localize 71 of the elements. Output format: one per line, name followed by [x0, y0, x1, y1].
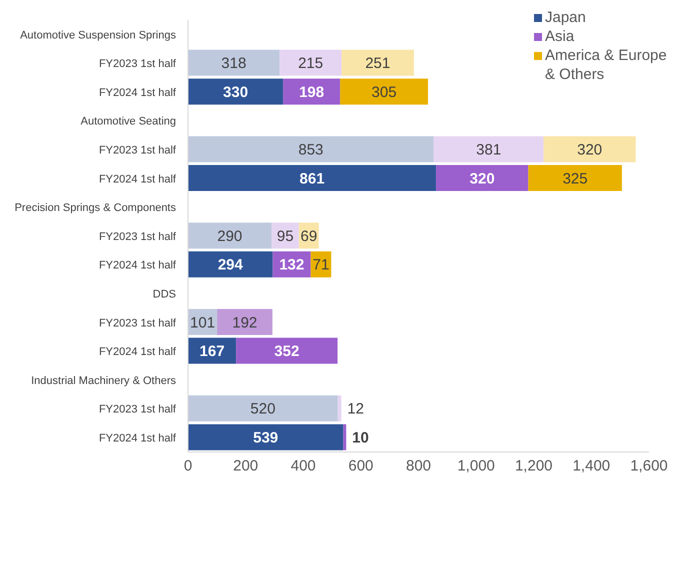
- x-tick-label: 1,400: [572, 458, 610, 475]
- data-label: 853: [298, 141, 324, 158]
- x-tick-label: 0: [184, 458, 192, 475]
- data-label: 325: [562, 170, 588, 188]
- y-tick-label: FY2023 1st half: [98, 404, 177, 416]
- bar: [342, 50, 414, 76]
- y-tick-label: FY2024 1st half: [98, 346, 177, 358]
- x-tick-label: 200: [233, 458, 258, 475]
- x-tick-label: 800: [406, 458, 432, 475]
- data-label: 520: [250, 400, 276, 418]
- bar: [188, 424, 344, 450]
- data-label: 305: [372, 84, 397, 101]
- data-label: 215: [298, 55, 324, 72]
- bar: [217, 309, 272, 335]
- data-label: 251: [365, 55, 390, 72]
- data-label: 381: [476, 141, 502, 158]
- bar: [434, 136, 544, 162]
- data-label: 294: [218, 256, 244, 274]
- x-tick-label: 400: [290, 458, 316, 475]
- y-tick-label: FY2024 1st half: [98, 432, 177, 444]
- data-label: 861: [300, 170, 325, 188]
- y-tick-label: FY2023 1st half: [98, 144, 177, 156]
- bar: [528, 165, 622, 191]
- data-label: 132: [279, 256, 304, 274]
- bar: [188, 50, 280, 76]
- legend-label: America & Europe & Others: [545, 46, 668, 84]
- data-label: 71: [312, 256, 330, 274]
- data-label: 69: [300, 228, 318, 245]
- y-tick-label: FY2023 1st half: [98, 230, 177, 243]
- y-tick-label: FY2024 1st half: [98, 173, 177, 186]
- data-label: 192: [232, 314, 258, 332]
- y-tick-label: Precision Springs & Components: [14, 202, 176, 214]
- bar: [188, 165, 436, 191]
- data-label: 95: [276, 228, 294, 245]
- data-label: 539: [253, 429, 278, 446]
- y-tick-label: FY2023 1st half: [98, 58, 177, 70]
- data-label: 101: [190, 314, 216, 332]
- legend-label: Asia: [545, 27, 574, 46]
- data-label: 10: [352, 429, 369, 446]
- y-tick-label: Automotive Suspension Springs: [20, 29, 176, 42]
- data-label: 198: [299, 84, 324, 101]
- y-tick-label: Industrial Machinery & Others: [31, 374, 176, 387]
- bar: [280, 50, 342, 76]
- bar: [188, 222, 272, 249]
- x-tick-label: 600: [348, 458, 374, 475]
- y-tick-label: Automotive Seating: [80, 116, 176, 128]
- x-tick-label: 1,600: [630, 458, 668, 475]
- bar: [338, 395, 342, 422]
- bar: [544, 136, 636, 162]
- legend-label: Japan: [545, 8, 586, 27]
- data-label: 320: [470, 170, 495, 188]
- bar: [188, 136, 434, 162]
- data-label: 320: [577, 141, 602, 158]
- y-tick-label: FY2024 1st half: [98, 86, 177, 99]
- bar: [188, 395, 338, 422]
- bar: [188, 78, 284, 105]
- data-label: 290: [217, 228, 242, 245]
- bar: [340, 78, 428, 105]
- data-label: 352: [274, 343, 300, 360]
- data-label: 330: [223, 84, 248, 101]
- data-label: 318: [221, 55, 246, 72]
- x-tick-label: 1,000: [457, 458, 495, 475]
- y-tick-label: FY2023 1st half: [98, 317, 177, 330]
- y-tick-label: FY2024 1st half: [98, 260, 177, 272]
- y-tick-label: DDS: [152, 288, 176, 300]
- bar: [436, 165, 528, 191]
- x-tick-label: 1,200: [514, 458, 553, 475]
- data-label: 167: [200, 343, 225, 360]
- bar: [188, 251, 273, 278]
- bar: [236, 338, 338, 364]
- data-label: 12: [347, 400, 364, 418]
